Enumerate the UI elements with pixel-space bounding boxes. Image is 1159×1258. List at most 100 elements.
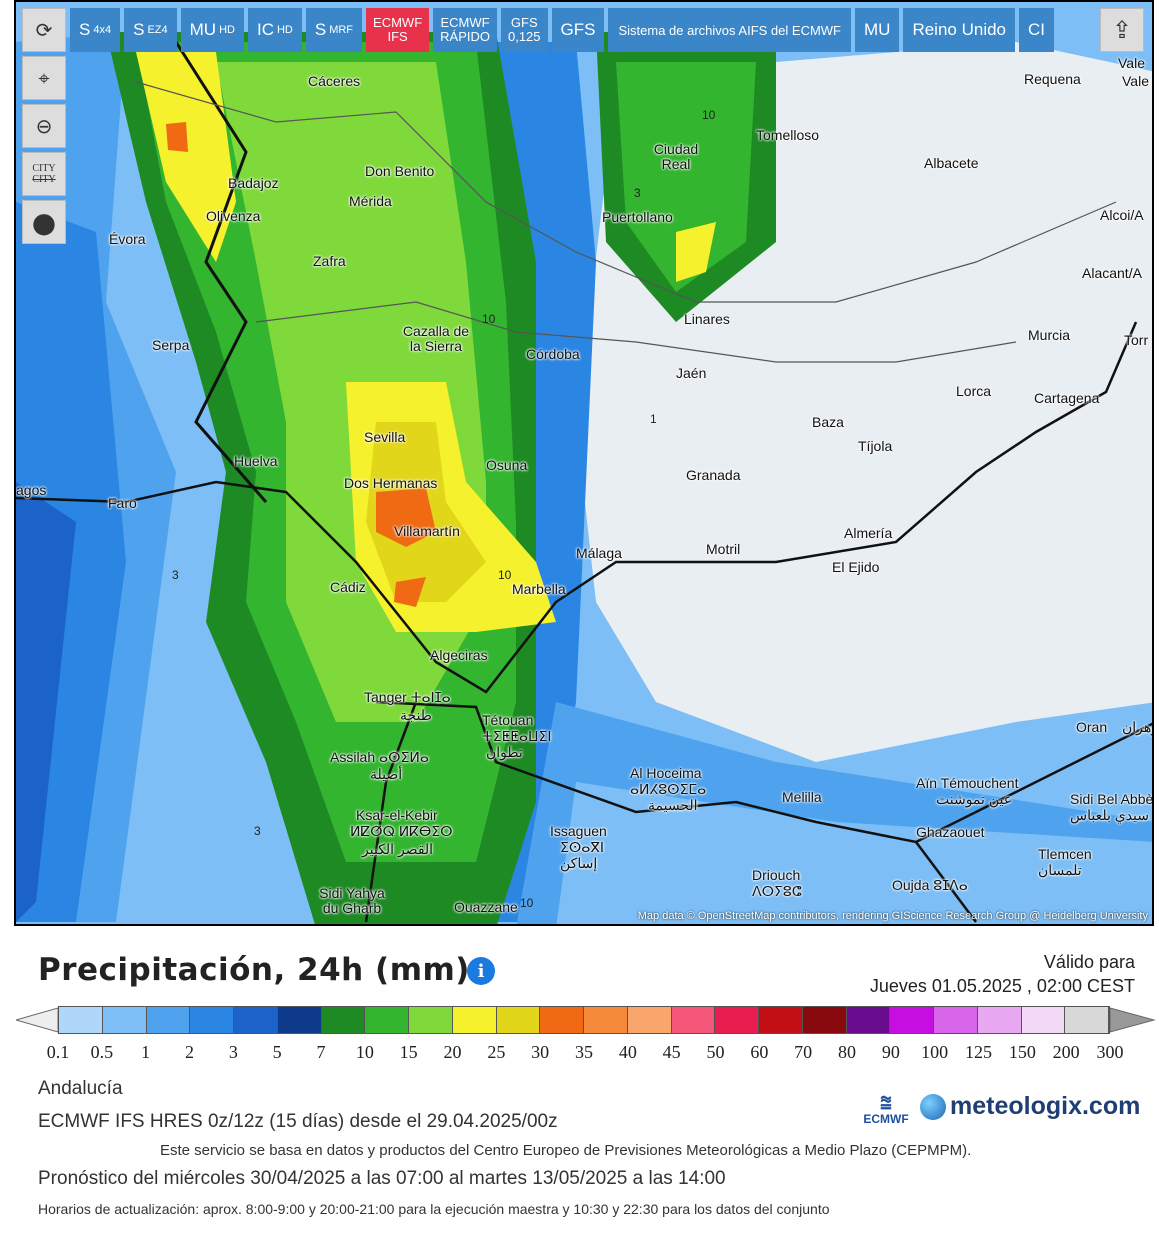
city-label: Ouazzane <box>454 899 518 915</box>
city-toggle-button[interactable]: CITY CITY <box>22 152 66 196</box>
ecmwf-logo[interactable]: ⩰ ECMWF <box>858 1092 914 1126</box>
contour-label: 10 <box>520 896 534 910</box>
share-icon: ⇪ <box>1111 16 1133 44</box>
precipitation-map[interactable]: Cáceres Badajoz Olivenza Don Benito Méri… <box>14 0 1154 926</box>
city-label: طنجة <box>400 707 432 723</box>
scale-tick-label: 200 <box>1052 1042 1080 1062</box>
scale-tick-label: 90 <box>881 1042 900 1062</box>
model-mu[interactable]: MU <box>855 8 900 52</box>
city-label: الحسيمة <box>648 797 698 813</box>
scale-swatch <box>1021 1007 1066 1033</box>
model-ci[interactable]: CI <box>1019 8 1055 52</box>
scale-swatch <box>977 1007 1022 1033</box>
scale-tick-label: 100 <box>921 1042 949 1062</box>
model-gfs-0125[interactable]: GFS 0,125 <box>500 8 548 52</box>
city-label: Aïn Témouchent <box>916 775 1019 791</box>
scale-tick-label: 45 <box>662 1042 681 1062</box>
scale-swatch <box>190 1007 234 1033</box>
model-aifs[interactable]: Sistema de archivos AIFS del ECMWF <box>608 8 851 52</box>
city-label: Linares <box>684 311 730 327</box>
zoom-out-icon: ⊖ <box>35 114 53 138</box>
valid-time: Válido para Jueves 01.05.2025 , 02:00 CE… <box>870 950 1135 998</box>
city-label: ⴰⵍⵃⵓⵙⵉⵎⴰ <box>630 781 707 797</box>
city-label: Vale <box>1122 73 1149 89</box>
contour-label: 3 <box>634 186 641 200</box>
map-controls: ⟳ ⌖ ⊖ CITY CITY ● <box>22 8 66 248</box>
city-label: Tanger ⵜⴰⵏⵊⴰ <box>364 689 451 705</box>
valid-date: Jueves 01.05.2025 , 02:00 CEST <box>869 976 1135 996</box>
city-label: Huelva <box>234 453 278 469</box>
scale-swatch <box>540 1007 584 1033</box>
forecast-range: Pronóstico del miércoles 30/04/2025 a la… <box>38 1168 726 1189</box>
marker-button[interactable]: ● <box>22 200 66 244</box>
scale-ticks: 0.1 0.5 1 2 3 5 7 10 15 20 25 30 35 40 45 50 60 70 80 90 100… <box>16 1042 1156 1064</box>
contour-label: 10 <box>482 312 496 326</box>
scale-tick-label: 7 <box>316 1042 326 1062</box>
info-icon[interactable]: i <box>467 957 495 985</box>
city-label: Sevilla <box>364 429 406 445</box>
city-label: Ghazaouet <box>916 824 985 840</box>
city-label: وهران <box>1122 719 1152 735</box>
city-toggle-icon: CITY <box>32 163 56 174</box>
city-label: ⵉⵙⴰⴳⵏ <box>560 839 605 855</box>
scale-swatch <box>277 1007 322 1033</box>
scale-swatch <box>934 1007 978 1033</box>
scale-swatch <box>234 1007 278 1033</box>
city-label: Dos Hermanas <box>344 475 438 491</box>
scale-tick-label: 25 <box>487 1042 506 1062</box>
ecmwf-logo-icon: ⩰ <box>880 1092 892 1114</box>
scale-swatch <box>146 1007 191 1033</box>
city-label: Alcoi/A <box>1100 207 1144 223</box>
city-label: عين تموشنت <box>936 791 1013 807</box>
scale-swatch <box>452 1007 497 1033</box>
city-label: Oran <box>1076 719 1108 735</box>
scale-bar <box>58 1006 1110 1034</box>
model-s-4x4[interactable]: S 4x4 <box>70 8 121 52</box>
city-label: Cádiz <box>330 579 366 595</box>
model-mu-hd[interactable]: MU HD <box>180 8 244 52</box>
precip-field <box>16 2 1152 924</box>
city-label: Córdoba <box>526 346 580 362</box>
meteologix-logo[interactable]: meteologix.com <box>920 1092 1140 1121</box>
scale-tick-label: 35 <box>575 1042 593 1062</box>
map-attribution: Map data © OpenStreetMap contributors, r… <box>637 910 1148 922</box>
city-label: Almería <box>844 525 893 541</box>
scale-swatch <box>102 1007 147 1033</box>
scale-swatch <box>496 1007 541 1033</box>
model-s-ez4[interactable]: S EZ4 <box>124 8 177 52</box>
city-label: Tétouan <box>482 712 534 728</box>
marker-dot-icon: ● <box>31 205 57 239</box>
model-toolbar: S 4x4 S EZ4 MU HD IC HD S MRF ECMWF IFS ECMWF R… <box>70 8 1055 52</box>
scale-tick-label: 1 <box>141 1042 151 1062</box>
model-ecmwf-ifs[interactable]: ECMWF IFS <box>366 8 430 52</box>
location-button[interactable]: ⌖ <box>22 56 66 100</box>
city-label: سيدي بلعباس <box>1070 807 1150 823</box>
city-label: Granada <box>686 467 741 483</box>
scale-tick-label: 0.5 <box>90 1042 114 1062</box>
model-gfs[interactable]: GFS <box>551 8 605 52</box>
scale-tick-label: 0.1 <box>46 1042 70 1062</box>
scale-tick-label: 3 <box>228 1042 238 1062</box>
city-label: تلمسان <box>1038 862 1082 878</box>
refresh-button[interactable]: ⟳ <box>22 8 66 52</box>
city-label: Osuna <box>486 457 528 473</box>
scale-swatch <box>409 1007 453 1033</box>
share-button[interactable]: ⇪ <box>1100 8 1144 52</box>
city-label: Puertollano <box>602 209 673 225</box>
refresh-icon: ⟳ <box>35 18 53 42</box>
scale-swatch <box>802 1007 847 1033</box>
model-reino-unido[interactable]: Reino Unido <box>903 8 1016 52</box>
city-label: Ksar-el-Kebir <box>356 807 438 823</box>
model-ecmwf-rapido[interactable]: ECMWF RÁPIDO <box>433 8 497 52</box>
city-label: Sidi Bel Abbès <box>1070 791 1154 807</box>
city-label: Cazalla de la Sierra <box>402 323 470 354</box>
contour-label: 1 <box>650 412 657 426</box>
scale-swatch <box>365 1007 409 1033</box>
city-label: Marbella <box>512 581 566 597</box>
model-s-mrf[interactable]: S MRF <box>305 8 363 52</box>
model-ic-hd[interactable]: IC HD <box>247 8 302 52</box>
city-label: Olivenza <box>206 208 261 224</box>
zoom-out-button[interactable]: ⊖ <box>22 104 66 148</box>
city-label: Cáceres <box>308 73 361 89</box>
update-times: Horarios de actualización: aprox. 8:00-9… <box>38 1201 830 1217</box>
